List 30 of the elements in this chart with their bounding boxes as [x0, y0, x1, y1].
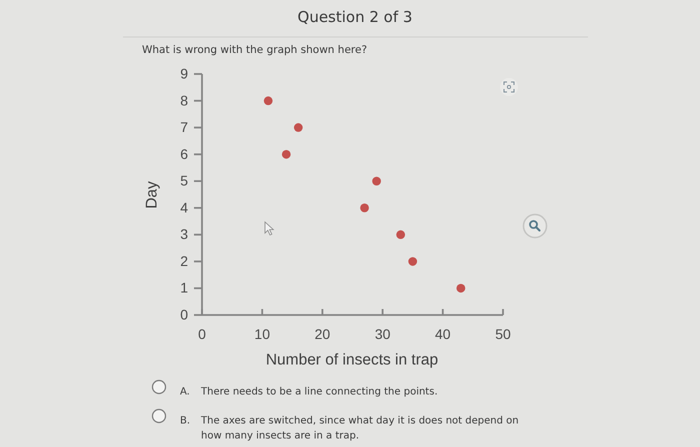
point	[456, 284, 466, 293]
y-tick-label: 3	[180, 226, 188, 242]
y-axis-title: Day	[144, 180, 160, 209]
y-tick-label: 0	[180, 306, 188, 322]
point	[360, 204, 369, 212]
y-tick-label: 9	[180, 65, 188, 82]
y-tick-label: 1	[180, 280, 188, 296]
y-tick-label: 5	[180, 172, 188, 189]
point	[408, 257, 418, 266]
y-tick-label: 4	[180, 199, 188, 216]
x-tick-label: 10	[254, 326, 270, 342]
point	[396, 230, 406, 240]
chart-subtitle: What is wrong with the graph shown here?	[142, 44, 368, 56]
y-tick-label: 8	[180, 92, 188, 108]
y-tick-label: 2	[180, 252, 188, 269]
point	[282, 150, 291, 159]
x-tick-label: 20	[314, 326, 330, 342]
x-axis-title: Number of insects in trap	[266, 352, 438, 368]
point	[294, 123, 303, 132]
x-tick-label: 30	[374, 326, 391, 342]
y-tick-label: 6	[180, 146, 188, 162]
text: A. There needs to be a line connecting the points.	[180, 386, 438, 398]
point	[264, 96, 273, 106]
chart-title: Question 2 of 3	[298, 8, 412, 26]
y-tick-label: 7	[180, 119, 188, 136]
x-tick-label: 40	[435, 326, 451, 342]
x-tick-label: 0	[198, 326, 206, 342]
text: B. The axes are switched, since what day it is does not depend on how many insects are in a trap.	[180, 416, 519, 442]
point	[372, 176, 381, 186]
x-tick-label: 50	[495, 326, 511, 342]
